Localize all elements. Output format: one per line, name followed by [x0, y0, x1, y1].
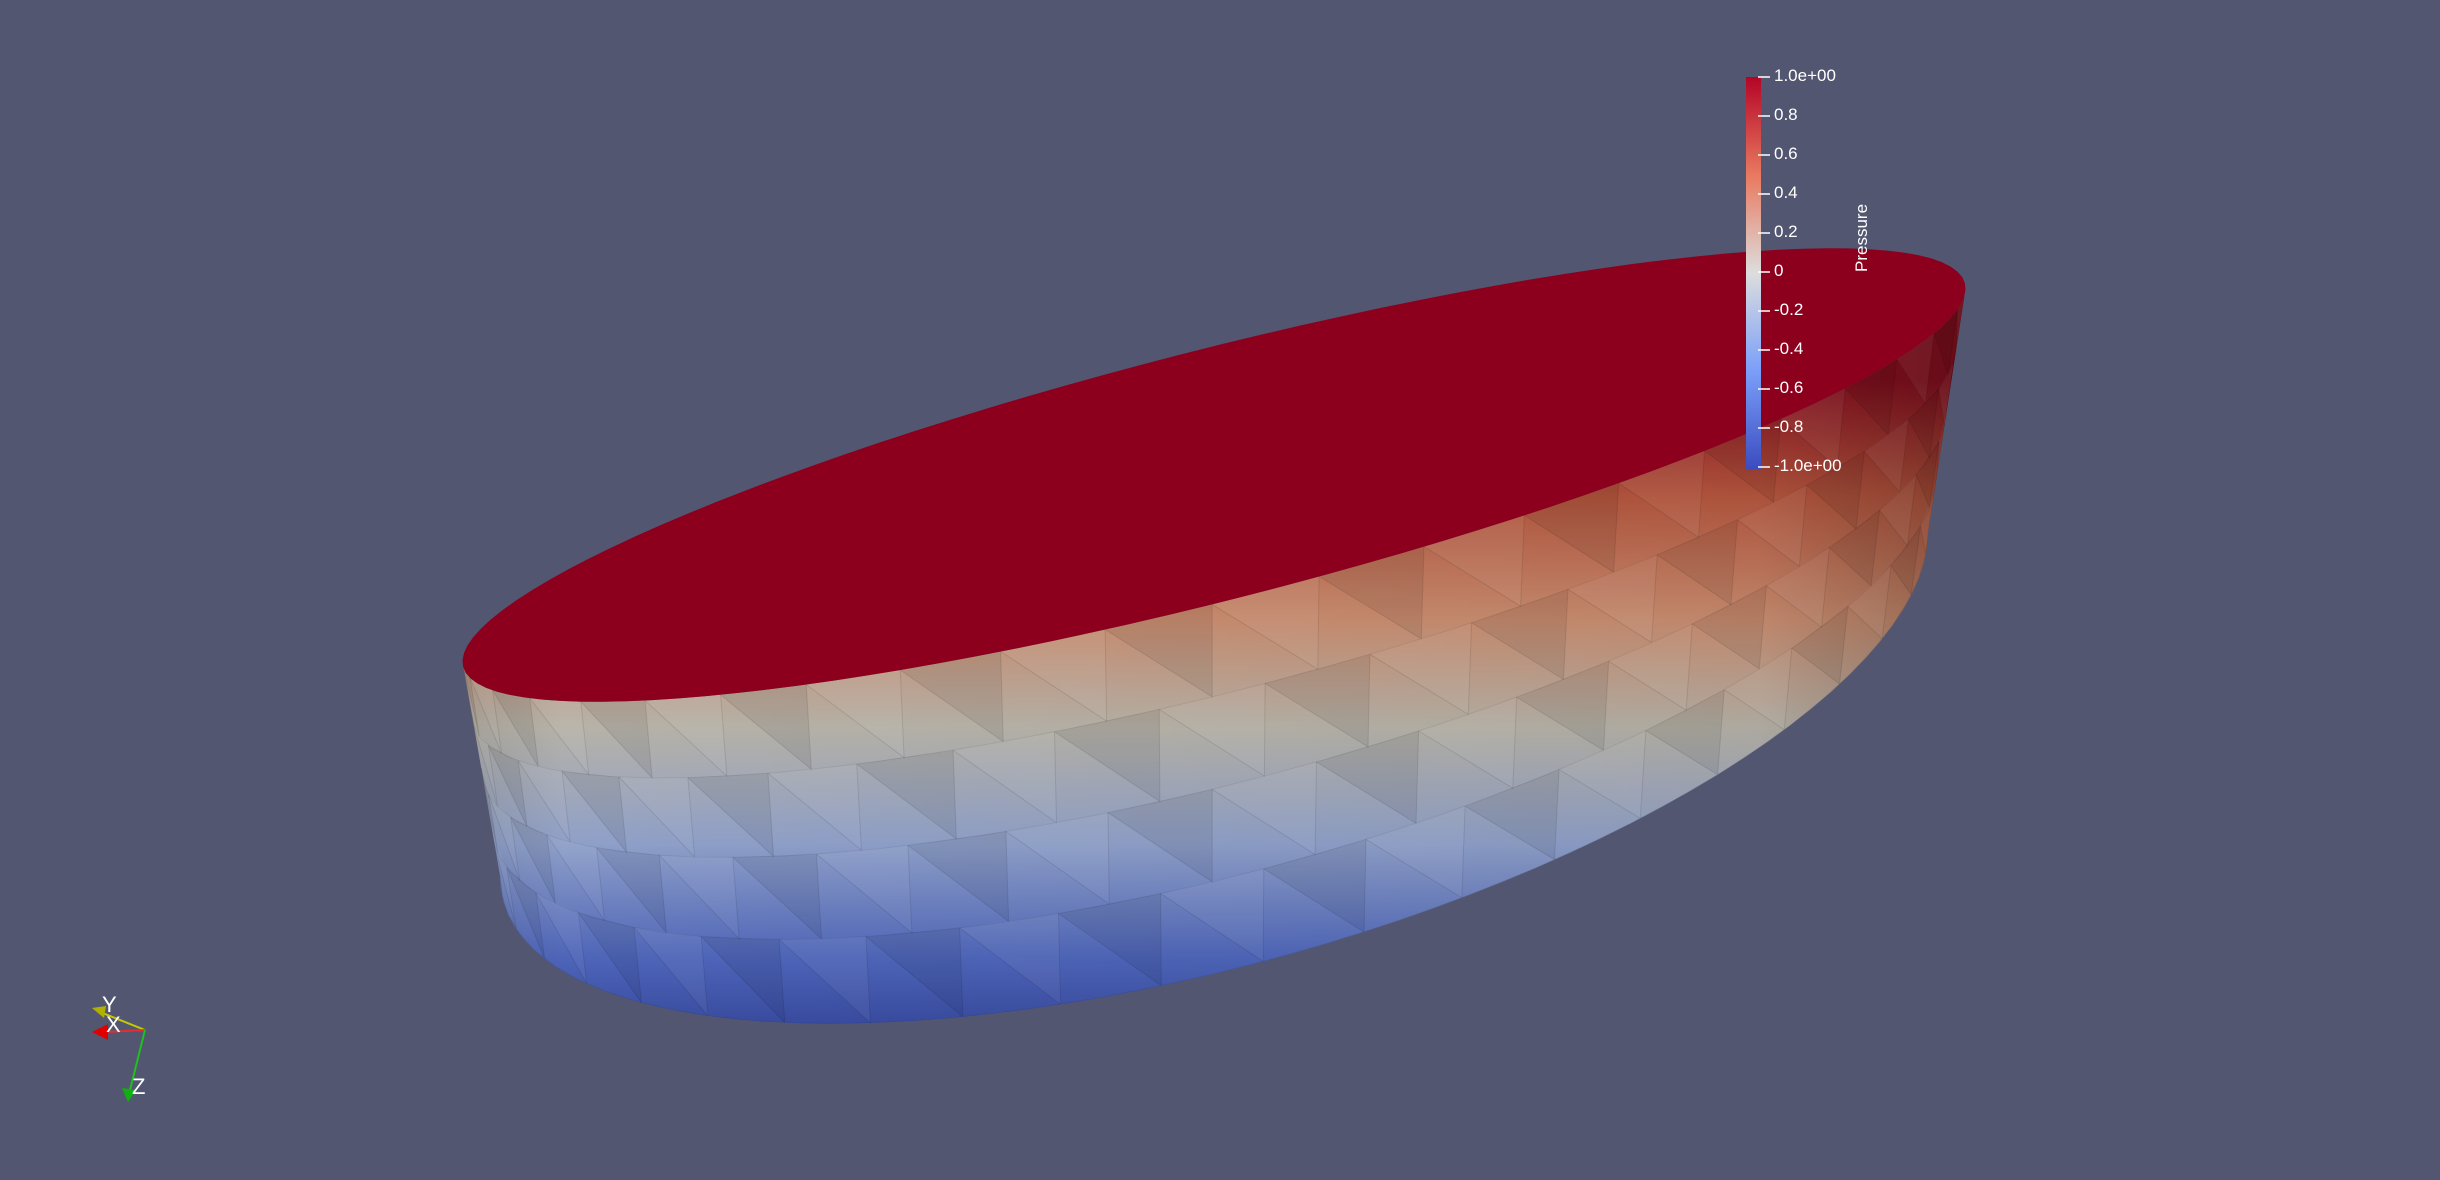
mesh-facet	[1806, 451, 1865, 530]
mesh-facet	[767, 763, 862, 852]
mesh-facet	[492, 837, 517, 929]
mesh-facet	[720, 684, 812, 771]
mesh-facet	[1058, 893, 1162, 987]
mesh-facet	[596, 847, 667, 935]
mesh-facet	[1908, 389, 1940, 460]
mesh-facet	[1104, 604, 1213, 698]
mesh-facet	[865, 927, 964, 1018]
mesh-facet	[1692, 585, 1767, 670]
mesh-facet	[1054, 709, 1161, 803]
mesh-facet	[1558, 730, 1647, 820]
mesh-row-edge	[490, 472, 1938, 941]
mesh-facet	[856, 750, 957, 841]
color-legend-bar	[1746, 76, 1770, 469]
axis-y-label: Y	[102, 992, 117, 1017]
mesh-facet	[546, 834, 606, 922]
mesh-facet	[1160, 868, 1265, 963]
mesh-row-edge	[480, 411, 1948, 858]
mesh-facets	[462, 288, 1966, 1024]
axis-x: X	[92, 1012, 146, 1040]
mesh-facet	[1000, 629, 1108, 723]
mesh-facet	[1863, 418, 1910, 494]
mesh-facet	[1318, 546, 1425, 640]
mesh-facet	[561, 770, 628, 854]
mesh-facet	[1418, 697, 1518, 790]
mesh-facet	[1704, 418, 1782, 504]
mesh-facet	[1955, 288, 1966, 351]
mesh-facet	[1656, 519, 1738, 606]
mesh-facet	[1264, 654, 1371, 748]
mesh-facet	[1879, 474, 1917, 547]
mesh-facet	[1567, 554, 1658, 644]
mesh-facet	[1005, 812, 1110, 906]
axis-z: Z	[122, 1029, 146, 1102]
mesh-facet	[618, 776, 696, 859]
axis-z-label: Z	[132, 1074, 145, 1099]
mesh-facet	[644, 694, 728, 778]
cylinder-side-shading	[462, 288, 1966, 1024]
mesh-facet	[1737, 484, 1808, 568]
mesh-facet	[1915, 441, 1940, 510]
mesh-row-edge	[471, 349, 1957, 779]
mesh-facet	[778, 936, 871, 1024]
mesh-facet	[1369, 622, 1473, 716]
mesh-facet	[1933, 309, 1958, 376]
mesh-facet	[1608, 623, 1693, 712]
mesh-facet	[1829, 510, 1881, 587]
mesh-facet	[1471, 589, 1569, 681]
mesh-facet	[899, 651, 1004, 743]
mesh-facet	[510, 816, 556, 904]
mesh-facet	[658, 854, 740, 941]
mesh-facet	[1524, 483, 1620, 574]
mesh-facet	[1211, 761, 1317, 856]
mesh-facet	[1464, 769, 1560, 861]
mesh-facet	[1158, 683, 1266, 778]
mesh-facet	[1890, 526, 1921, 597]
mesh-facet	[1211, 576, 1320, 671]
mesh-facet	[506, 867, 546, 959]
mesh-facet	[529, 697, 590, 777]
mesh-facet	[1896, 332, 1935, 406]
mesh-facet	[1516, 661, 1610, 752]
mesh-row-edge	[499, 533, 1929, 1024]
mesh-facet	[687, 773, 775, 858]
mesh-facet	[462, 661, 480, 737]
mesh-facet	[488, 745, 528, 827]
cylinder-top-face	[462, 248, 1966, 702]
mesh-facet	[1423, 515, 1525, 608]
mesh-facet	[517, 760, 571, 843]
mesh-facet	[492, 689, 539, 767]
mesh-facet	[469, 677, 503, 754]
axis-y: Y	[92, 992, 146, 1031]
mesh-facet	[633, 927, 709, 1018]
mesh-facet	[805, 669, 905, 759]
mesh-facet	[952, 731, 1058, 824]
mesh-facet	[1316, 730, 1420, 825]
mesh-facet	[1645, 689, 1725, 776]
mesh-facet	[462, 661, 473, 715]
mesh-facet	[1844, 359, 1898, 436]
mesh-facet	[732, 854, 823, 941]
mesh-facet	[580, 700, 653, 780]
mesh-facet	[1780, 388, 1846, 469]
mesh-facet	[1618, 450, 1706, 539]
colorbar-ticks	[1758, 76, 1770, 468]
mesh-facet	[907, 831, 1010, 923]
colorbar-gradient	[1746, 77, 1761, 469]
mesh-facet	[488, 794, 521, 881]
mesh-facet	[816, 845, 913, 935]
cylinder-mesh	[462, 248, 1966, 1024]
mesh-facet	[480, 768, 499, 854]
mesh-facet	[1107, 789, 1213, 883]
mesh-facet	[473, 725, 499, 807]
axis-x-label: X	[106, 1012, 121, 1037]
mesh-facet	[1766, 547, 1830, 629]
